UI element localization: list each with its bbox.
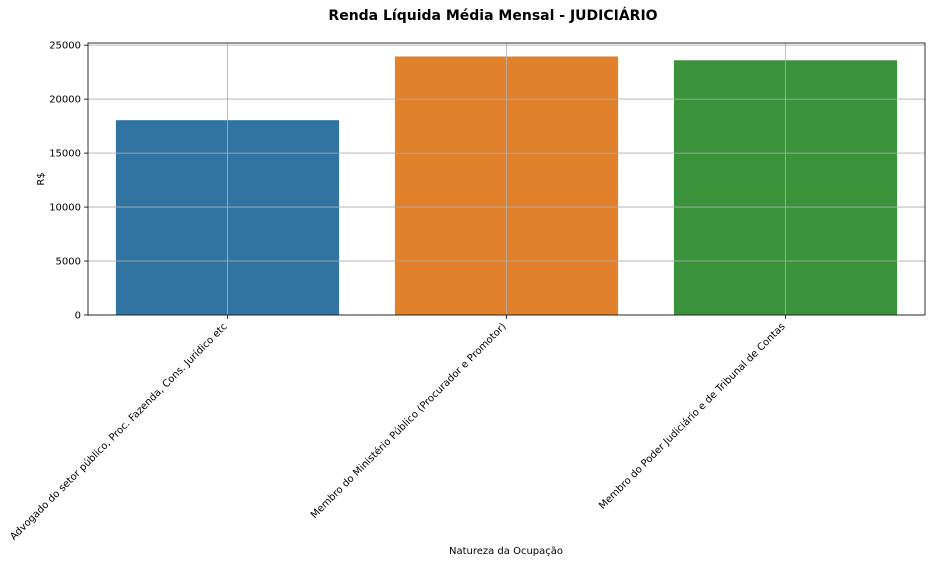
y-tick-label: 15000 [49, 149, 81, 160]
y-axis: 0 5000 10000 15000 20000 25000 [49, 41, 88, 322]
y-tick-label: 20000 [49, 95, 81, 106]
x-tick-label: Advogado do setor público, Proc. Fazenda… [8, 321, 230, 543]
x-tick-label: Membro do Poder Judiciário e de Tribunal… [596, 321, 787, 512]
y-tick-label: 0 [75, 311, 81, 322]
x-axis-label: Natureza da Ocupação [449, 546, 563, 557]
chart-title: Renda Líquida Média Mensal - JUDICIÁRIO [328, 7, 657, 24]
y-tick-label: 10000 [49, 203, 81, 214]
y-tick-label: 25000 [49, 41, 81, 52]
y-tick-label: 5000 [56, 257, 81, 268]
x-axis: Advogado do setor público, Proc. Fazenda… [8, 315, 788, 543]
y-axis-label: R$ [36, 172, 47, 185]
x-tick-label: Membro do Ministério Público (Procurador… [308, 321, 508, 521]
